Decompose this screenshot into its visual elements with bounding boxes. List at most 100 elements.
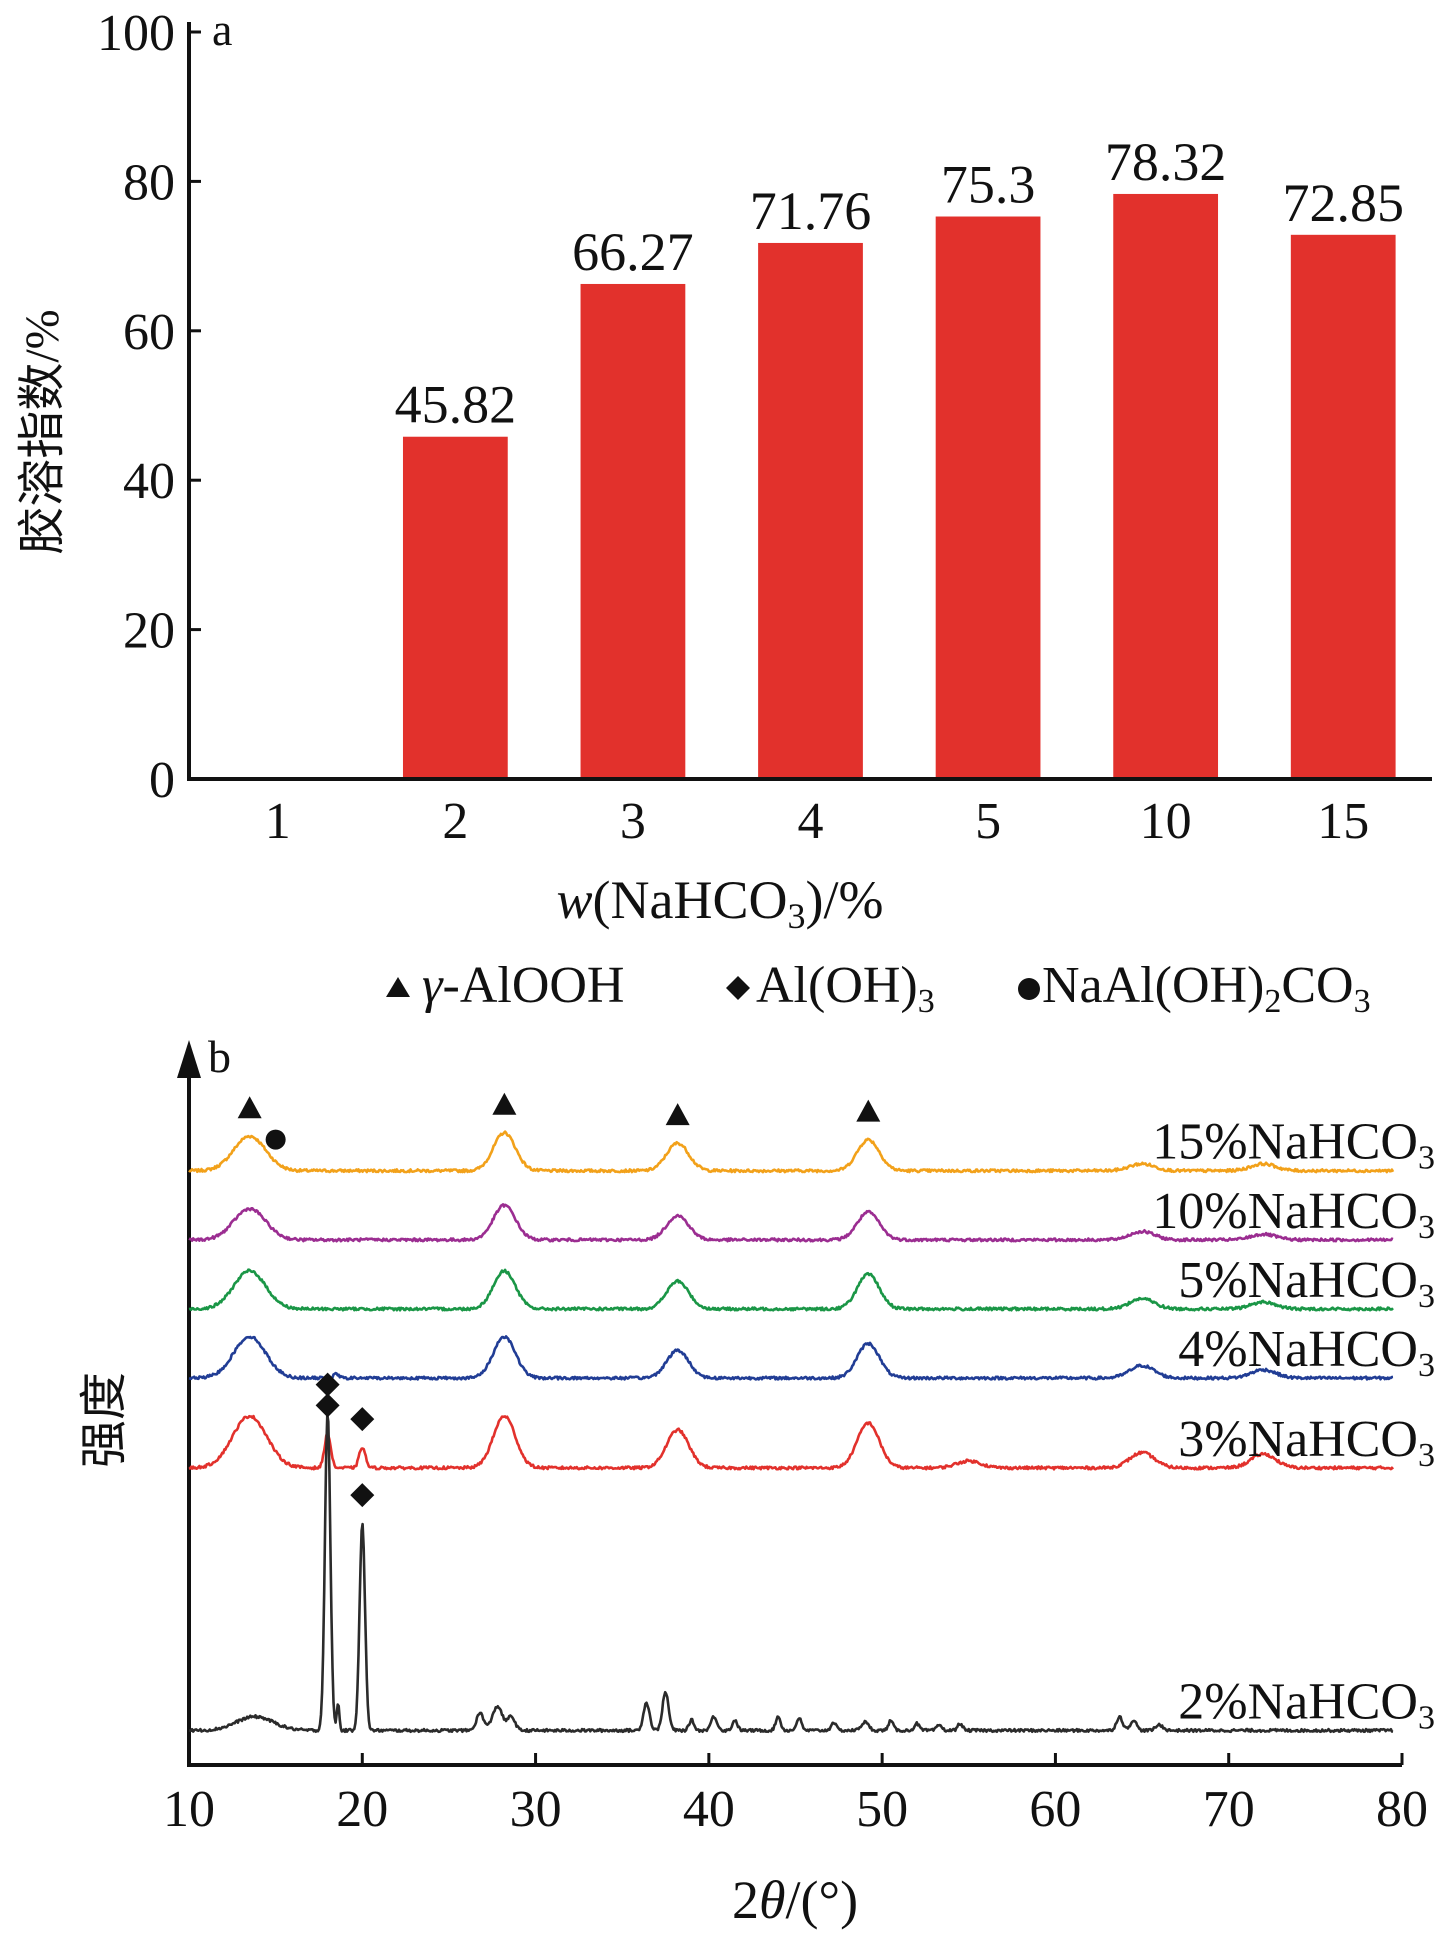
series-line [188,1413,1394,1734]
series-label-text: 15%NaHCO [1152,1114,1418,1171]
legend-aloh3-sub: 3 [918,983,935,1020]
data-label: 72.85 [1282,173,1404,233]
series-label-sub: 3 [1418,1347,1435,1384]
legend-naal: NaAl(OH)2CO3 [1042,957,1371,1020]
data-label: 75.3 [941,155,1036,215]
x-axis-label-italic: w [557,870,593,930]
y-tick-label: 100 [97,5,175,62]
x-tick-label-b: 50 [856,1781,908,1838]
x-axis-label-b-tail: /(°) [785,1870,858,1930]
x-tick-label-b: 80 [1376,1781,1428,1838]
y-axis-label-b: 强度 [78,1372,131,1468]
y-axis-label: 胶溶指数/% [16,309,69,554]
series-label-sub: 3 [1418,1278,1435,1315]
y-tick-label: 20 [123,603,175,660]
bar-15 [1290,234,1396,780]
series-line [188,1268,1394,1312]
x-axis-label-b-main: 2 [732,1870,759,1930]
y-tick-label: 60 [123,304,175,361]
peak-markers [237,1092,881,1508]
x-tick-label-b: 10 [163,1781,215,1838]
series-label: 15%NaHCO3 [1152,1114,1435,1177]
x-tick-label: 4 [798,793,824,850]
series-label-text: 5%NaHCO [1178,1252,1418,1309]
panel-label-b: b [208,1031,231,1082]
panel-label-a: a [212,4,232,55]
y-ticks: 0 20 40 60 80 100 [97,5,201,809]
series-label: 4%NaHCO3 [1178,1321,1435,1384]
panel-b: γ-AlOOH Al(OH)3 NaAl(OH)2CO3 b 10 20 30 40 5… [78,957,1435,1930]
series-label-sub: 3 [1418,1140,1435,1177]
series-line [188,1414,1395,1471]
series-label: 2%NaHCO3 [1178,1673,1435,1736]
series-label-text: 10%NaHCO [1152,1183,1418,1240]
data-label: 78.32 [1105,132,1227,192]
series-label: 10%NaHCO3 [1152,1183,1435,1246]
y-tick-label: 80 [123,154,175,211]
legend-diamond-icon [726,976,750,1000]
y-axis-arrow-icon [177,1040,201,1078]
x-axis-label: w(NaHCO3)/% [557,870,884,936]
diamond-marker-icon [315,1393,340,1418]
series-line [188,1335,1394,1381]
bar-series [225,193,1396,780]
x-tick-label-b: 40 [683,1781,735,1838]
x-axis-label-sub: 3 [788,896,806,936]
series-label-sub: 3 [1418,1209,1435,1246]
legend-triangle-icon [386,977,410,997]
triangle-marker-icon [237,1096,262,1119]
x-tick-label: 1 [265,793,291,850]
x-axis-label-b-italic: θ [759,1870,786,1930]
bar-5 [935,216,1041,779]
series-label: 5%NaHCO3 [1178,1252,1435,1315]
data-label: 66.27 [572,222,694,282]
x-tick-label-b: 30 [510,1781,562,1838]
x-tick-label: 2 [442,793,468,850]
series-label-text: 3%NaHCO [1178,1411,1418,1468]
y-tick-label: 40 [123,453,175,510]
legend-naal-text2: CO [1281,957,1353,1014]
legend-alooh-text: -AlOOH [443,957,625,1014]
series-line [188,1130,1395,1174]
bar-10 [1113,193,1219,780]
legend-alooh-gamma: γ [422,957,444,1014]
x-tick-label: 3 [620,793,646,850]
legend-aloh3-text: Al(OH) [756,957,918,1014]
series-label: 3%NaHCO3 [1178,1411,1435,1474]
panel-a: 45.82 66.27 71.76 75.3 78.32 72.85 0 20 40 60 80 1… [16,4,1432,936]
triangle-marker-icon [665,1103,690,1126]
series-labels: 15%NaHCO310%NaHCO35%NaHCO34%NaHCO33%NaHC… [1152,1114,1435,1737]
series-label-text: 4%NaHCO [1178,1321,1418,1378]
data-labels: 45.82 66.27 71.76 75.3 78.32 72.85 [395,132,1404,435]
legend-naal-sub1: 2 [1264,983,1281,1020]
series-label-text: 2%NaHCO [1178,1673,1418,1730]
data-label: 71.76 [750,181,872,241]
x-tick-label-b: 60 [1029,1781,1081,1838]
legend-circle-icon [1018,978,1040,1000]
x-tick-label-b: 20 [336,1781,388,1838]
x-tick-label: 15 [1317,793,1369,850]
y-tick-label: 0 [149,752,175,809]
series-label-sub: 3 [1418,1699,1435,1736]
legend: γ-AlOOH Al(OH)3 NaAl(OH)2CO3 [386,957,1371,1020]
x-tick-label: 10 [1140,793,1192,850]
legend-aloh3: Al(OH)3 [756,957,935,1020]
diamond-marker-icon [350,1407,375,1432]
triangle-marker-icon [492,1092,517,1115]
x-tick-label: 5 [975,793,1001,850]
x-axis-label-b: 2θ/(°) [732,1870,858,1930]
series-label-sub: 3 [1418,1437,1435,1474]
x-ticks-b: 10 20 30 40 50 60 70 80 [163,1753,1428,1838]
bar-3 [580,283,686,779]
circle-marker-icon [265,1129,286,1150]
data-label: 45.82 [395,375,517,435]
diamond-marker-icon [315,1372,340,1397]
xrd-series [188,1130,1395,1734]
x-ticks: 1 2 3 4 5 10 15 [265,793,1369,850]
legend-naal-sub2: 3 [1354,983,1371,1020]
legend-naal-text1: NaAl(OH) [1042,957,1264,1014]
bar-2 [402,436,508,779]
bar-4 [758,242,863,779]
diamond-marker-icon [350,1483,375,1508]
